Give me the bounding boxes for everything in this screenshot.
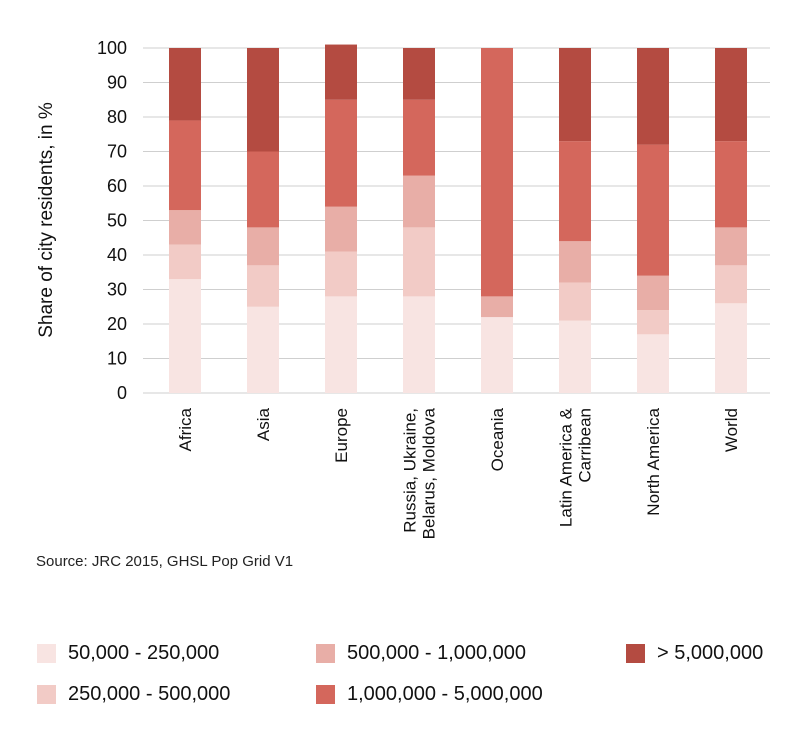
bar-segment: [637, 334, 669, 393]
y-tick-label: 90: [107, 73, 127, 93]
bar-segment: [247, 265, 279, 307]
legend-item: > 5,000,000: [626, 642, 763, 665]
source-note: Source: JRC 2015, GHSL Pop Grid V1: [36, 553, 294, 570]
y-tick-label: 100: [97, 38, 127, 58]
bar-segment: [559, 241, 591, 283]
bar-segment: [559, 141, 591, 242]
x-category-label: Russia, Ukraine, Belarus, Moldova: [401, 407, 439, 539]
legend-swatch: [626, 644, 645, 663]
bar-segment: [403, 99, 435, 176]
x-category-label: World: [722, 408, 741, 452]
bar-segment: [169, 279, 201, 393]
bar-segment: [559, 282, 591, 321]
bar-segment: [715, 141, 747, 228]
bar-segment: [325, 44, 357, 100]
x-category-label-line: Europe: [332, 408, 351, 463]
bar-segment: [637, 310, 669, 335]
bar-segment: [481, 296, 513, 318]
x-category-label-line: Carribean: [576, 408, 595, 483]
legend-item: 50,000 - 250,000: [37, 642, 219, 665]
legend-label: 50,000 - 250,000: [68, 642, 220, 664]
bar-segment: [559, 48, 591, 142]
x-category-label-line: North America: [644, 407, 663, 515]
y-tick-labels: 0 10 20 30 40 50 60 70 80 90 100: [97, 38, 127, 403]
x-category-label: Oceania: [488, 407, 507, 471]
bar-segment: [247, 48, 279, 152]
legend-swatch: [37, 685, 56, 704]
bar-segment: [715, 227, 747, 266]
bar-segment: [247, 227, 279, 266]
bar-segment: [481, 48, 513, 297]
bar-segment: [325, 99, 357, 207]
y-tick-label: 50: [107, 211, 127, 231]
y-tick-label: 60: [107, 176, 127, 196]
y-tick-label: 30: [107, 280, 127, 300]
bar-segment: [715, 303, 747, 393]
bar-segment: [325, 251, 357, 297]
y-tick-label: 80: [107, 107, 127, 127]
x-category-label-line: Latin America &: [557, 407, 576, 527]
bar-segment: [247, 151, 279, 228]
x-category-label: Asia: [254, 407, 273, 441]
bar-segment: [403, 48, 435, 100]
y-tick-label: 70: [107, 142, 127, 162]
bar-segment: [169, 120, 201, 211]
legend-label: 500,000 - 1,000,000: [347, 642, 527, 664]
x-category-label-line: Oceania: [488, 407, 507, 471]
bar-segment: [715, 48, 747, 142]
y-tick-label: 10: [107, 349, 127, 369]
legend-label: 1,000,000 - 5,000,000: [347, 683, 543, 705]
bar-segment: [637, 144, 669, 276]
y-tick-label: 40: [107, 245, 127, 265]
bar-segment: [637, 275, 669, 311]
stacked-bar-chart: 0 10 20 30 40 50 60 70 80 90 100 Africa Asia Europe R…: [36, 38, 770, 539]
x-category-label-line: Belarus, Moldova: [420, 407, 439, 539]
bar-segment: [559, 320, 591, 393]
legend-label: > 5,000,000: [657, 642, 764, 664]
x-category-label: Africa: [176, 407, 195, 451]
legend-item: 250,000 - 500,000: [37, 683, 230, 706]
bar-segment: [325, 206, 357, 252]
x-category-label-line: Asia: [254, 407, 273, 441]
legend-swatch: [316, 685, 335, 704]
x-category-label-line: Russia, Ukraine,: [401, 408, 420, 533]
legend-item: 500,000 - 1,000,000: [316, 642, 526, 665]
legend-label: 250,000 - 500,000: [68, 683, 231, 705]
x-category-labels: Africa Asia Europe Russia, Ukraine, Belarus,…: [176, 407, 741, 539]
legend-swatch: [316, 644, 335, 663]
y-tick-label: 0: [117, 383, 127, 403]
gridlines: [143, 47, 770, 394]
bar-segment: [715, 265, 747, 304]
legend-item: 1,000,000 - 5,000,000: [316, 683, 543, 706]
bar-segment: [169, 210, 201, 245]
x-category-label-line: Africa: [176, 407, 195, 451]
x-category-label: Europe: [332, 408, 351, 463]
bar-segment: [169, 244, 201, 280]
bars: [169, 44, 747, 393]
bar-segment: [637, 48, 669, 145]
x-category-label: North America: [644, 407, 663, 515]
y-axis-label: Share of city residents, in %: [36, 102, 57, 338]
x-category-label: Latin America & Carribean: [557, 407, 595, 527]
bar-segment: [403, 227, 435, 297]
bar-segment: [247, 306, 279, 393]
bar-segment: [403, 175, 435, 228]
bar-segment: [481, 317, 513, 393]
legend-swatch: [37, 644, 56, 663]
bar-segment: [325, 296, 357, 393]
x-category-label-line: World: [722, 408, 741, 452]
y-tick-label: 20: [107, 314, 127, 334]
bar-segment: [403, 296, 435, 393]
bar-segment: [169, 48, 201, 121]
